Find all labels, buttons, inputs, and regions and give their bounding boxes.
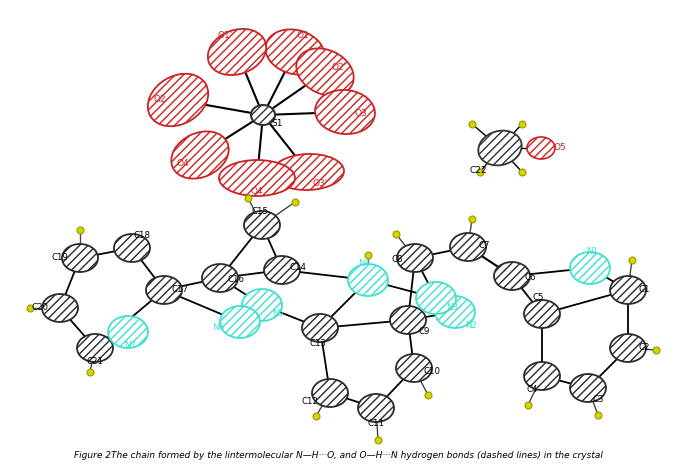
Text: C18: C18 [133,232,151,241]
Text: C16: C16 [228,276,245,285]
Text: C9: C9 [418,328,430,336]
Ellipse shape [435,296,475,328]
Text: N2: N2 [465,322,477,330]
Text: C12: C12 [301,396,318,405]
Text: C11: C11 [368,418,385,427]
Text: C19: C19 [51,254,68,263]
Text: C5: C5 [532,293,544,302]
Ellipse shape [610,334,646,362]
Text: O3: O3 [355,110,367,118]
Text: N6: N6 [212,323,224,332]
Ellipse shape [108,316,148,348]
Ellipse shape [397,244,433,272]
Ellipse shape [171,132,228,179]
Ellipse shape [416,282,456,314]
Text: O4: O4 [251,188,264,197]
Ellipse shape [272,154,344,190]
Text: C3: C3 [592,395,604,404]
Text: O5: O5 [553,144,566,153]
Ellipse shape [450,233,486,261]
Ellipse shape [42,294,78,322]
Ellipse shape [219,160,295,196]
Ellipse shape [148,74,208,126]
Ellipse shape [348,264,388,296]
Text: N4: N4 [358,259,370,269]
Text: Figure 2The chain formed by the lintermolecular N—H···O, and O—H···N hydrogen bo: Figure 2The chain formed by the lintermo… [74,451,602,460]
Ellipse shape [208,29,266,75]
Text: C7: C7 [478,241,489,249]
Text: O1: O1 [297,31,310,41]
Ellipse shape [302,314,338,342]
Ellipse shape [570,374,606,402]
Text: C6: C6 [525,273,536,283]
Text: C21: C21 [87,358,103,366]
Text: N3: N3 [446,304,458,313]
Text: C17: C17 [172,285,189,294]
Ellipse shape [396,354,432,382]
Ellipse shape [220,306,260,338]
Text: N1: N1 [586,248,598,256]
Ellipse shape [77,334,113,362]
Text: O4': O4' [176,159,191,168]
Text: O2: O2 [153,95,166,104]
Text: N5: N5 [272,308,284,317]
Ellipse shape [494,262,530,290]
Ellipse shape [146,276,182,304]
Ellipse shape [296,48,354,95]
Text: C20: C20 [32,304,49,313]
Ellipse shape [610,276,646,304]
Text: O2': O2' [331,64,347,73]
Text: S1: S1 [271,119,283,128]
Ellipse shape [114,234,150,262]
Text: N7: N7 [124,342,136,351]
Ellipse shape [251,105,275,125]
Text: C13: C13 [310,339,327,349]
Ellipse shape [312,379,348,407]
Text: C10: C10 [423,367,441,376]
Ellipse shape [358,394,394,422]
Text: O1': O1' [218,31,233,41]
Ellipse shape [266,29,324,74]
Text: C8: C8 [391,256,403,264]
Text: C1: C1 [638,285,650,294]
Ellipse shape [479,131,522,165]
Ellipse shape [242,289,282,321]
Ellipse shape [62,244,98,272]
Ellipse shape [315,90,375,134]
Ellipse shape [244,211,280,239]
Ellipse shape [570,252,610,284]
Text: C14: C14 [289,263,306,272]
Ellipse shape [524,362,560,390]
Text: C22: C22 [469,166,487,175]
Text: O3': O3' [312,180,328,189]
Text: C2: C2 [638,344,650,352]
Ellipse shape [202,264,238,292]
Ellipse shape [390,306,426,334]
Text: C15: C15 [251,206,268,215]
Ellipse shape [527,137,555,159]
Ellipse shape [264,256,300,284]
Text: C4: C4 [526,386,537,395]
Ellipse shape [524,300,560,328]
